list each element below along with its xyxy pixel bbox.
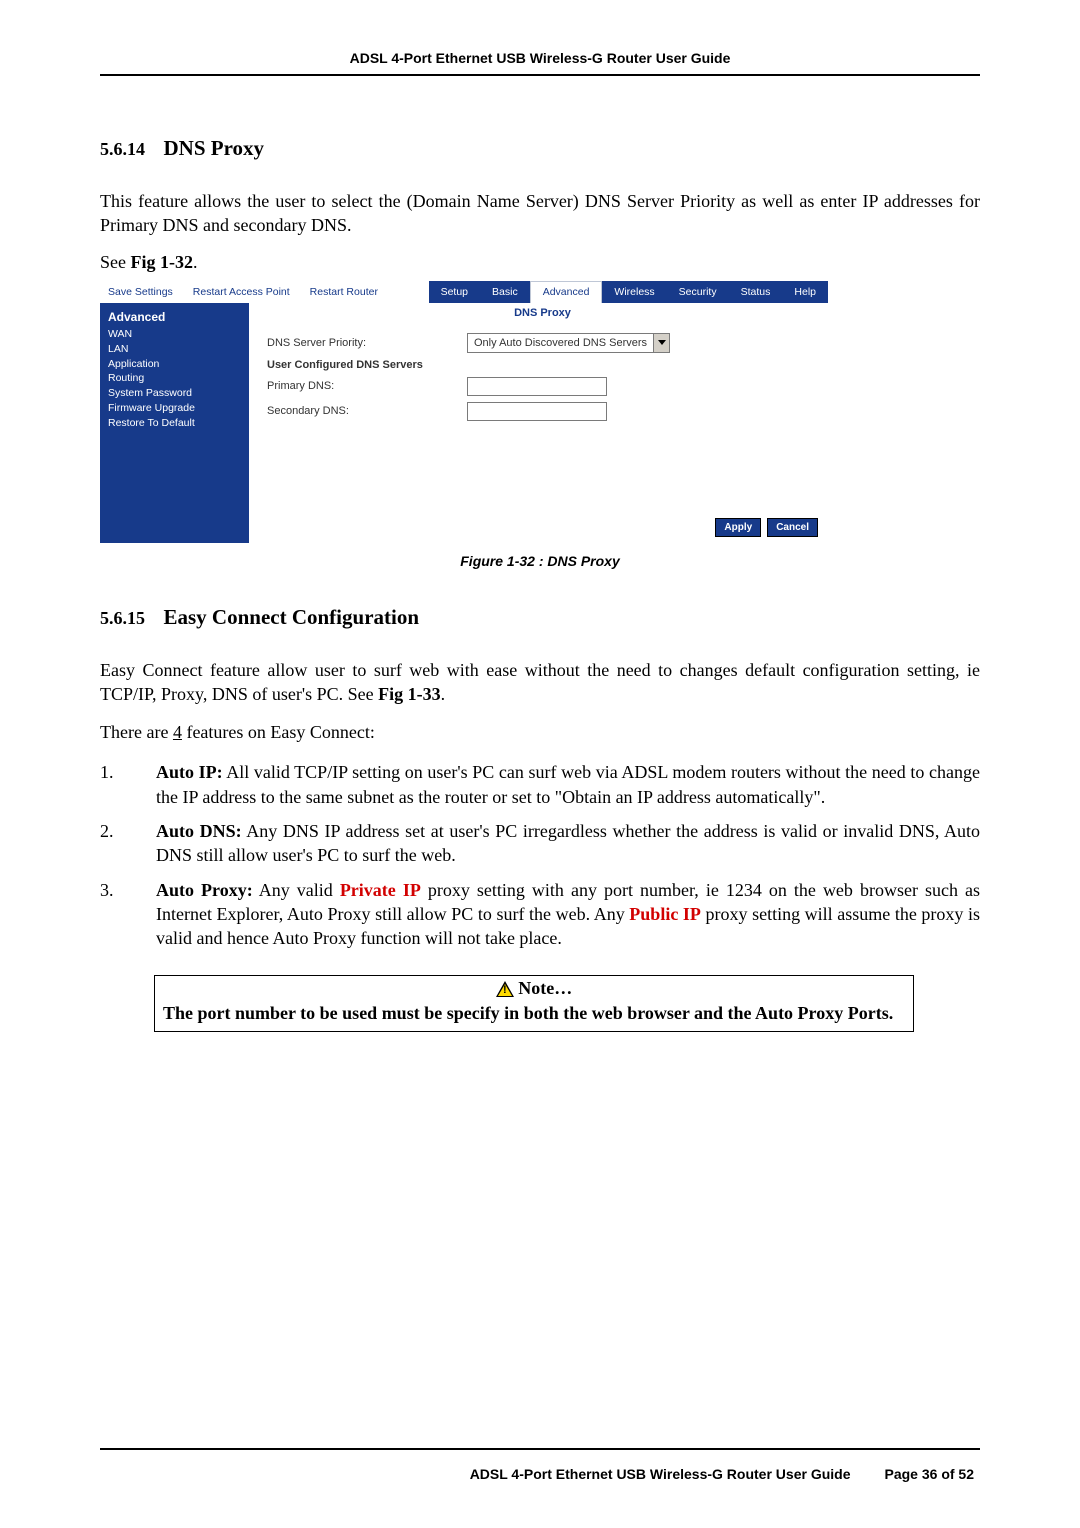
tab-help[interactable]: Help bbox=[782, 281, 828, 303]
tab-status[interactable]: Status bbox=[729, 281, 783, 303]
ui-main: Advanced WAN LAN Application Routing Sys… bbox=[100, 303, 828, 543]
list-item-auto-ip: 1. Auto IP: All valid TCP/IP setting on … bbox=[100, 760, 980, 809]
page-footer: ADSL 4-Port Ethernet USB Wireless-G Rout… bbox=[100, 1448, 980, 1482]
li1-lead: Auto IP: bbox=[156, 762, 223, 782]
ui-content: DNS Proxy DNS Server Priority: Only Auto… bbox=[249, 303, 828, 543]
page-header-title: ADSL 4-Port Ethernet USB Wireless-G Rout… bbox=[100, 50, 980, 74]
li3-lead: Auto Proxy: bbox=[156, 880, 253, 900]
s2p2-post: features on Easy Connect: bbox=[182, 722, 375, 742]
ui-topbar-left: Save Settings Restart Access Point Resta… bbox=[100, 286, 429, 298]
apply-button[interactable]: Apply bbox=[715, 518, 761, 537]
section1-para2: See Fig 1-32. bbox=[100, 252, 980, 273]
priority-select-value: Only Auto Discovered DNS Servers bbox=[468, 337, 653, 349]
li3-num: 3. bbox=[100, 878, 114, 902]
row-secondary: Secondary DNS: bbox=[267, 402, 818, 421]
userconf-label: User Configured DNS Servers bbox=[267, 359, 423, 371]
s2p2-under: 4 bbox=[173, 722, 182, 742]
warning-icon-bang: ! bbox=[503, 984, 507, 996]
row-userconf: User Configured DNS Servers bbox=[267, 359, 818, 371]
secondary-dns-input[interactable] bbox=[467, 402, 607, 421]
section2-number: 5.6.15 bbox=[100, 608, 145, 628]
section2-title: Easy Connect Configuration bbox=[164, 605, 420, 629]
ui-tabs: Setup Basic Advanced Wireless Security S… bbox=[429, 281, 828, 303]
s2p1-bold: Fig 1-33 bbox=[378, 684, 441, 704]
tab-wireless[interactable]: Wireless bbox=[602, 281, 666, 303]
li3-ra: Any valid bbox=[253, 880, 340, 900]
rule-top bbox=[100, 74, 980, 76]
sidebar-item-application[interactable]: Application bbox=[108, 357, 249, 372]
tab-advanced[interactable]: Advanced bbox=[530, 281, 603, 303]
footer-right: Page 36 of 52 bbox=[885, 1466, 975, 1482]
row-priority: DNS Server Priority: Only Auto Discovere… bbox=[267, 333, 818, 353]
sidebar-item-firmware[interactable]: Firmware Upgrade bbox=[108, 401, 249, 416]
para2-pre: See bbox=[100, 252, 131, 272]
section1-para1: This feature allows the user to select t… bbox=[100, 189, 980, 238]
priority-label: DNS Server Priority: bbox=[267, 337, 467, 349]
para2-post: . bbox=[193, 252, 198, 272]
sidebar-heading: Advanced bbox=[108, 309, 249, 326]
section-number: 5.6.14 bbox=[100, 139, 145, 159]
rule-bottom bbox=[100, 1448, 980, 1450]
li3-public-ip: Public IP bbox=[629, 904, 701, 924]
s2p1-pre: Easy Connect feature allow user to surf … bbox=[100, 660, 980, 704]
sidebar-item-syspass[interactable]: System Password bbox=[108, 386, 249, 401]
footer-left: ADSL 4-Port Ethernet USB Wireless-G Rout… bbox=[470, 1466, 851, 1482]
list-item-auto-proxy: 3. Auto Proxy: Any valid Private IP prox… bbox=[100, 878, 980, 951]
ui-topbar: Save Settings Restart Access Point Resta… bbox=[100, 281, 828, 303]
tab-security[interactable]: Security bbox=[667, 281, 729, 303]
section-title: DNS Proxy bbox=[164, 136, 265, 160]
li1-num: 1. bbox=[100, 760, 114, 784]
para2-bold: Fig 1-32 bbox=[131, 252, 194, 272]
li3-private-ip: Private IP bbox=[340, 880, 421, 900]
figure-1-32-caption: Figure 1-32 : DNS Proxy bbox=[100, 553, 980, 569]
section-heading-easy-connect: 5.6.15 Easy Connect Configuration bbox=[100, 605, 980, 630]
content-title: DNS Proxy bbox=[267, 307, 818, 319]
sidebar-item-wan[interactable]: WAN bbox=[108, 327, 249, 342]
router-ui-screenshot: Save Settings Restart Access Point Resta… bbox=[100, 281, 828, 543]
chevron-down-icon[interactable] bbox=[653, 334, 669, 352]
primary-label: Primary DNS: bbox=[267, 380, 467, 392]
restart-router-link[interactable]: Restart Router bbox=[310, 286, 378, 298]
tab-basic[interactable]: Basic bbox=[480, 281, 530, 303]
sidebar-item-routing[interactable]: Routing bbox=[108, 371, 249, 386]
restart-ap-link[interactable]: Restart Access Point bbox=[193, 286, 290, 298]
secondary-label: Secondary DNS: bbox=[267, 405, 467, 417]
row-primary: Primary DNS: bbox=[267, 377, 818, 396]
list-item-auto-dns: 2. Auto DNS: Any DNS IP address set at u… bbox=[100, 819, 980, 868]
button-row: Apply Cancel bbox=[715, 518, 818, 537]
feature-list: 1. Auto IP: All valid TCP/IP setting on … bbox=[100, 760, 980, 950]
li1-rest: All valid TCP/IP setting on user's PC ca… bbox=[156, 762, 980, 806]
save-settings-link[interactable]: Save Settings bbox=[108, 286, 173, 298]
s2p1-post: . bbox=[441, 684, 446, 704]
section2-para2: There are 4 features on Easy Connect: bbox=[100, 720, 980, 744]
primary-dns-input[interactable] bbox=[467, 377, 607, 396]
section2-para1: Easy Connect feature allow user to surf … bbox=[100, 658, 980, 707]
li2-lead: Auto DNS: bbox=[156, 821, 242, 841]
section-heading-dns-proxy: 5.6.14 DNS Proxy bbox=[100, 136, 980, 161]
note-heading: ! Note… bbox=[163, 978, 905, 1002]
note-head-text: Note… bbox=[518, 978, 572, 998]
cancel-button[interactable]: Cancel bbox=[767, 518, 818, 537]
footer-row: ADSL 4-Port Ethernet USB Wireless-G Rout… bbox=[100, 1466, 980, 1482]
warning-icon: ! bbox=[496, 981, 514, 997]
s2p2-pre: There are bbox=[100, 722, 173, 742]
li2-num: 2. bbox=[100, 819, 114, 843]
tab-setup[interactable]: Setup bbox=[429, 281, 480, 303]
li2-rest: Any DNS IP address set at user's PC irre… bbox=[156, 821, 980, 865]
sidebar-item-restore[interactable]: Restore To Default bbox=[108, 416, 249, 431]
note-body: The port number to be used must be speci… bbox=[163, 1002, 905, 1025]
note-box: ! Note… The port number to be used must … bbox=[154, 975, 914, 1032]
priority-select[interactable]: Only Auto Discovered DNS Servers bbox=[467, 333, 670, 353]
sidebar-item-lan[interactable]: LAN bbox=[108, 342, 249, 357]
ui-sidebar: Advanced WAN LAN Application Routing Sys… bbox=[100, 303, 249, 543]
